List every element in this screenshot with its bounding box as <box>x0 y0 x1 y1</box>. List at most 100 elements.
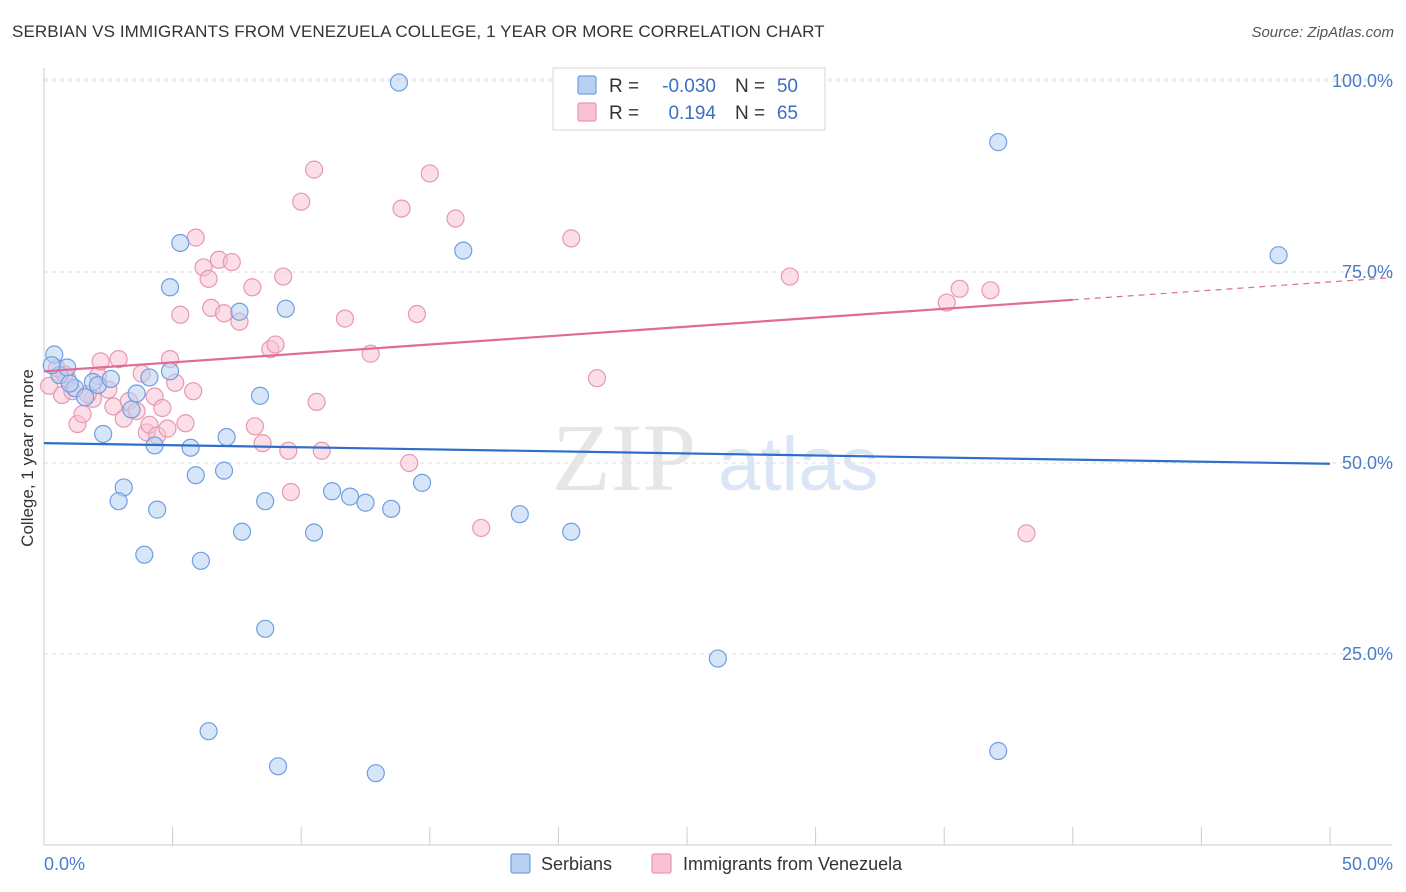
stats-legend: R = -0.030 N = 50 R = 0.194 N = 65 <box>552 67 826 131</box>
serbians-point <box>101 369 120 389</box>
venezuela-point <box>184 382 203 401</box>
serbians-point <box>304 523 324 542</box>
serbians-point <box>186 466 205 485</box>
serbians-point <box>454 241 473 260</box>
venezuela-point <box>950 279 969 298</box>
venezuela-trend-line <box>43 298 1073 373</box>
y-tick-label: 50.0% <box>1342 453 1393 473</box>
venezuela-point <box>73 405 92 424</box>
venezuela-point <box>407 304 427 324</box>
serbians-point <box>356 493 375 512</box>
serbians-point <box>60 374 79 393</box>
serbians-point <box>191 551 210 570</box>
serbians-point <box>276 299 295 318</box>
serbians-point <box>181 438 200 457</box>
serbians-point <box>1269 246 1288 265</box>
serbians-point <box>140 368 159 387</box>
venezuela-point <box>186 228 205 247</box>
venezuela-point <box>199 269 218 288</box>
venezuela-point <box>153 398 172 418</box>
venezuela-point <box>400 453 419 473</box>
serbians-point <box>510 505 529 524</box>
serbians-point <box>989 741 1008 761</box>
legend-n-label-serbians: N = <box>735 76 765 97</box>
venezuela-point <box>243 278 262 297</box>
legend-n-value-venezuela: 65 <box>777 103 798 124</box>
venezuela-point <box>1017 524 1036 543</box>
venezuela-point <box>281 482 301 502</box>
watermark-zip: ZIP <box>552 404 696 511</box>
legend-r-value-venezuela: 0.194 <box>668 103 716 124</box>
venezuela-point <box>266 335 285 354</box>
chart-title: SERBIAN VS IMMIGRANTS FROM VENEZUELA COL… <box>12 22 825 41</box>
venezuela-point <box>158 419 177 438</box>
venezuela-point <box>587 369 607 388</box>
serbians-point <box>989 133 1008 152</box>
venezuela-point <box>171 305 190 324</box>
serbians-point <box>160 278 180 297</box>
tick-labels: 25.0% 50.0% 75.0% 100.0% 0.0% 50.0% <box>44 71 1393 874</box>
bottom-legend-label-venezuela: Immigrants from Venezuela <box>683 854 903 874</box>
serbians-point <box>160 362 180 381</box>
y-tick-label: 75.0% <box>1342 262 1393 282</box>
x-tick-label-max: 50.0% <box>1342 854 1393 874</box>
venezuela-trend-extension <box>1072 277 1393 301</box>
serbians-point <box>94 424 113 444</box>
y-tick-label: 25.0% <box>1342 644 1393 664</box>
bottom-legend-label-serbians: Serbians <box>541 854 612 874</box>
venezuela-point <box>472 518 491 538</box>
y-axis-label: College, 1 year or more <box>18 369 37 547</box>
venezuela-point <box>214 304 234 323</box>
legend-r-label-venezuela: R = <box>609 103 639 124</box>
serbians-point <box>58 358 77 377</box>
venezuela-point <box>562 229 581 248</box>
trend-lines <box>43 277 1393 465</box>
serbians-point <box>412 473 432 492</box>
chart-source: Source: ZipAtlas.com <box>1251 24 1394 41</box>
bottom-legend: Serbians Immigrants from Venezuela <box>510 853 903 874</box>
venezuela-point <box>304 160 324 179</box>
serbians-point <box>171 233 190 253</box>
serbians-point <box>250 386 270 405</box>
venezuela-point <box>446 209 465 228</box>
venezuela-point <box>420 164 439 183</box>
venezuela-point <box>222 252 241 272</box>
serbians-point <box>389 73 409 92</box>
axes <box>43 68 1392 846</box>
legend-swatch-venezuela <box>577 102 597 122</box>
venezuela-point <box>274 267 293 286</box>
serbians-point <box>708 649 727 668</box>
venezuela-point <box>981 281 1000 300</box>
y-tick-label: 100.0% <box>1332 71 1393 91</box>
serbians-point <box>148 500 167 519</box>
serbians-point <box>232 522 252 541</box>
venezuela-point <box>245 417 265 436</box>
bottom-legend-swatch-serbians <box>510 853 531 874</box>
legend-swatch-serbians <box>577 75 597 95</box>
x-tick-label-min: 0.0% <box>44 854 85 874</box>
serbians-point <box>366 764 385 783</box>
stats-legend-box <box>552 67 826 131</box>
venezuela-point <box>253 434 272 453</box>
venezuela-point <box>91 352 110 371</box>
serbians-point <box>217 427 236 447</box>
serbians-point <box>322 482 342 501</box>
legend-n-value-serbians: 50 <box>777 76 798 97</box>
bottom-legend-swatch-venezuela <box>651 853 672 874</box>
serbians-point <box>256 492 275 511</box>
venezuela-point <box>292 192 311 211</box>
serbians-point <box>109 492 128 511</box>
venezuela-point <box>780 267 799 286</box>
venezuela-point <box>279 441 298 460</box>
legend-r-value-serbians: -0.030 <box>662 76 716 97</box>
serbians-point <box>256 619 275 638</box>
serbians-point <box>135 545 154 564</box>
legend-n-label-venezuela: N = <box>735 103 765 124</box>
venezuela-point <box>937 293 956 312</box>
venezuela-point <box>312 441 331 460</box>
grid-lines <box>44 78 1392 655</box>
serbians-point <box>340 487 360 506</box>
serbians-point <box>268 757 288 776</box>
venezuela-point <box>176 414 195 433</box>
